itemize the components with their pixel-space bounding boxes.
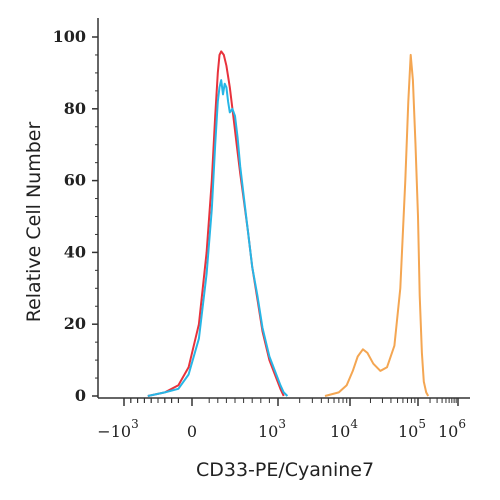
y-tick-label: 0 <box>75 386 86 405</box>
x-tick-label: −103 <box>97 417 138 441</box>
y-tick-label: 40 <box>64 242 86 261</box>
y-axis-title: Relative Cell Number <box>23 122 45 323</box>
y-tick-label: 80 <box>64 99 86 118</box>
x-tick-label: 103 <box>258 417 286 441</box>
x-tick-label: 104 <box>330 417 358 441</box>
x-tick-label: 105 <box>398 417 426 441</box>
x-axis-title: CD33-PE/Cyanine7 <box>196 459 374 481</box>
series-line-1 <box>147 50 285 397</box>
y-tick-label: 20 <box>64 314 86 333</box>
histogram-series <box>147 50 430 397</box>
y-axis-ticks: 0 20 40 60 80 100 <box>53 27 98 405</box>
plot-frame <box>97 18 470 399</box>
series-line-3 <box>324 53 430 397</box>
x-tick-label: 0 <box>187 422 197 441</box>
x-tick-label: 106 <box>438 417 466 441</box>
series-line-2 <box>147 79 289 397</box>
x-axis-ticks: −103 0 103 104 105 106 <box>97 398 466 441</box>
y-tick-label: 60 <box>64 171 86 190</box>
y-tick-label: 100 <box>53 27 86 46</box>
